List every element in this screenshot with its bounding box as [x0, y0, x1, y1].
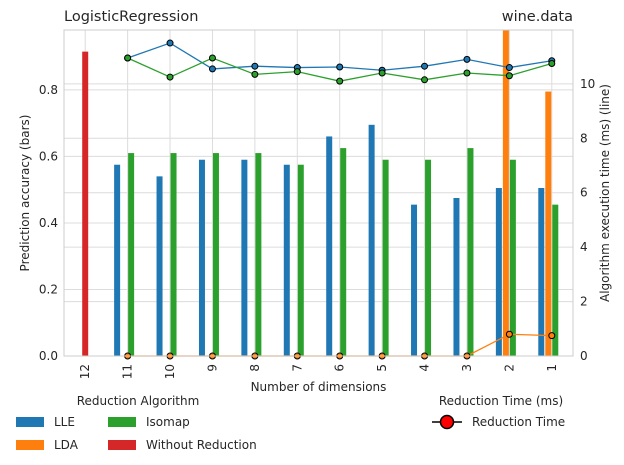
point-lle-2 — [505, 64, 513, 72]
legend-label-isomap: Isomap — [146, 415, 190, 429]
point-isomap-1 — [548, 59, 556, 67]
y-right-tick-3: 6 — [580, 186, 588, 200]
bar-lda-1 — [545, 91, 552, 356]
bar-isomap-4 — [425, 159, 432, 356]
point-lda-2 — [505, 330, 513, 338]
point-lle-8 — [251, 62, 259, 70]
x-tick-8: 8 — [248, 364, 262, 372]
bar-lle-6 — [326, 136, 333, 356]
x-tick-1: 1 — [545, 364, 559, 372]
bar-lle-1 — [538, 188, 545, 356]
y-right-tick-5: 10 — [580, 77, 595, 91]
bar-isomap-5 — [382, 159, 389, 356]
chart-title-left: LogisticRegression — [64, 9, 198, 25]
bar-isomap-9 — [212, 153, 219, 356]
y-axis-left-label: Prediction accuracy (bars) — [18, 115, 32, 272]
point-lle-10 — [166, 39, 174, 47]
legend-time: Reduction Time (ms) Reduction Time — [432, 394, 565, 430]
x-tick-10: 10 — [163, 364, 177, 379]
bar-lle-11 — [114, 164, 121, 356]
y-left-tick-1: 0.2 — [39, 282, 58, 296]
point-isomap-7 — [293, 68, 301, 76]
x-axis-label: Number of dimensions — [251, 380, 387, 394]
bar-isomap-1 — [552, 204, 559, 356]
bar-isomap-10 — [170, 153, 177, 356]
point-isomap-4 — [421, 76, 429, 84]
point-isomap-3 — [463, 69, 471, 77]
bar-without-reduction-12 — [82, 51, 89, 357]
point-lda-1 — [548, 332, 556, 340]
chart-title-right: wine.data — [502, 9, 573, 25]
y-left-tick-0: 0.0 — [39, 349, 58, 363]
point-lle-3 — [463, 55, 471, 63]
point-isomap-11 — [124, 54, 132, 62]
bar-lle-3 — [453, 197, 460, 356]
x-tick-2: 2 — [502, 364, 516, 372]
point-lle-6 — [336, 63, 344, 71]
x-tick-5: 5 — [375, 364, 389, 372]
bar-lda-2 — [502, 30, 509, 356]
legend-label-without-reduction: Without Reduction — [146, 438, 257, 452]
bar-lle-9 — [198, 159, 205, 356]
y-left-tick-2: 0.4 — [39, 216, 58, 230]
bar-isomap-2 — [509, 159, 516, 356]
bar-lle-5 — [368, 124, 375, 356]
x-tick-11: 11 — [121, 364, 135, 379]
y-right-tick-4: 8 — [580, 131, 588, 145]
y-right-tick-0: 0 — [580, 349, 588, 363]
point-isomap-5 — [378, 69, 386, 77]
plot-frame — [63, 29, 574, 357]
bar-lle-8 — [241, 159, 248, 356]
x-tick-9: 9 — [205, 364, 219, 372]
bar-isomap-8 — [255, 153, 262, 356]
bar-lle-4 — [411, 204, 418, 356]
y-axis-right-label: Algorithm execution time (ms) (line) — [598, 84, 612, 302]
bar-isomap-3 — [467, 148, 474, 356]
y-right-tick-2: 4 — [580, 240, 588, 254]
point-lle-4 — [421, 62, 429, 70]
legend-time-title: Reduction Time (ms) — [439, 394, 563, 408]
x-tick-3: 3 — [460, 364, 474, 372]
bar-lle-2 — [495, 188, 502, 356]
x-tick-12: 12 — [78, 364, 92, 379]
x-tick-6: 6 — [333, 364, 347, 372]
bar-isomap-11 — [128, 153, 135, 356]
legend: Reduction Algorithm LLE LDA Isomap Witho… — [16, 394, 257, 452]
legend-label-lda: LDA — [54, 438, 79, 452]
legend-time-label: Reduction Time — [472, 415, 565, 429]
point-lle-9 — [208, 65, 216, 73]
bar-isomap-7 — [297, 164, 304, 356]
y-left-tick-4: 0.8 — [39, 83, 58, 97]
bar-lle-7 — [283, 164, 290, 356]
bar-isomap-6 — [340, 148, 347, 356]
legend-swatch-isomap — [108, 417, 136, 427]
point-isomap-6 — [336, 77, 344, 85]
point-isomap-9 — [208, 54, 216, 62]
legend-swatch-lda — [16, 440, 44, 450]
y-right-tick-1: 2 — [580, 295, 588, 309]
point-isomap-8 — [251, 70, 259, 78]
y-left-tick-3: 0.6 — [39, 149, 58, 163]
legend-label-lle: LLE — [54, 415, 75, 429]
legend-swatch-without-reduction — [108, 440, 136, 450]
x-tick-4: 4 — [418, 364, 432, 372]
point-isomap-10 — [166, 73, 174, 81]
legend-swatch-lle — [16, 417, 44, 427]
axes-layer: 0.0 0.2 0.4 0.6 0.8 0 2 4 6 8 10 12 11 10 9 8 7 6 5 4 3 2 1 — [39, 29, 595, 379]
legend-title: Reduction Algorithm — [77, 394, 200, 408]
x-tick-7: 7 — [290, 364, 304, 372]
point-isomap-2 — [505, 72, 513, 80]
bars-layer — [82, 30, 559, 357]
legend-time-marker — [439, 414, 455, 430]
bar-lle-10 — [156, 176, 163, 356]
